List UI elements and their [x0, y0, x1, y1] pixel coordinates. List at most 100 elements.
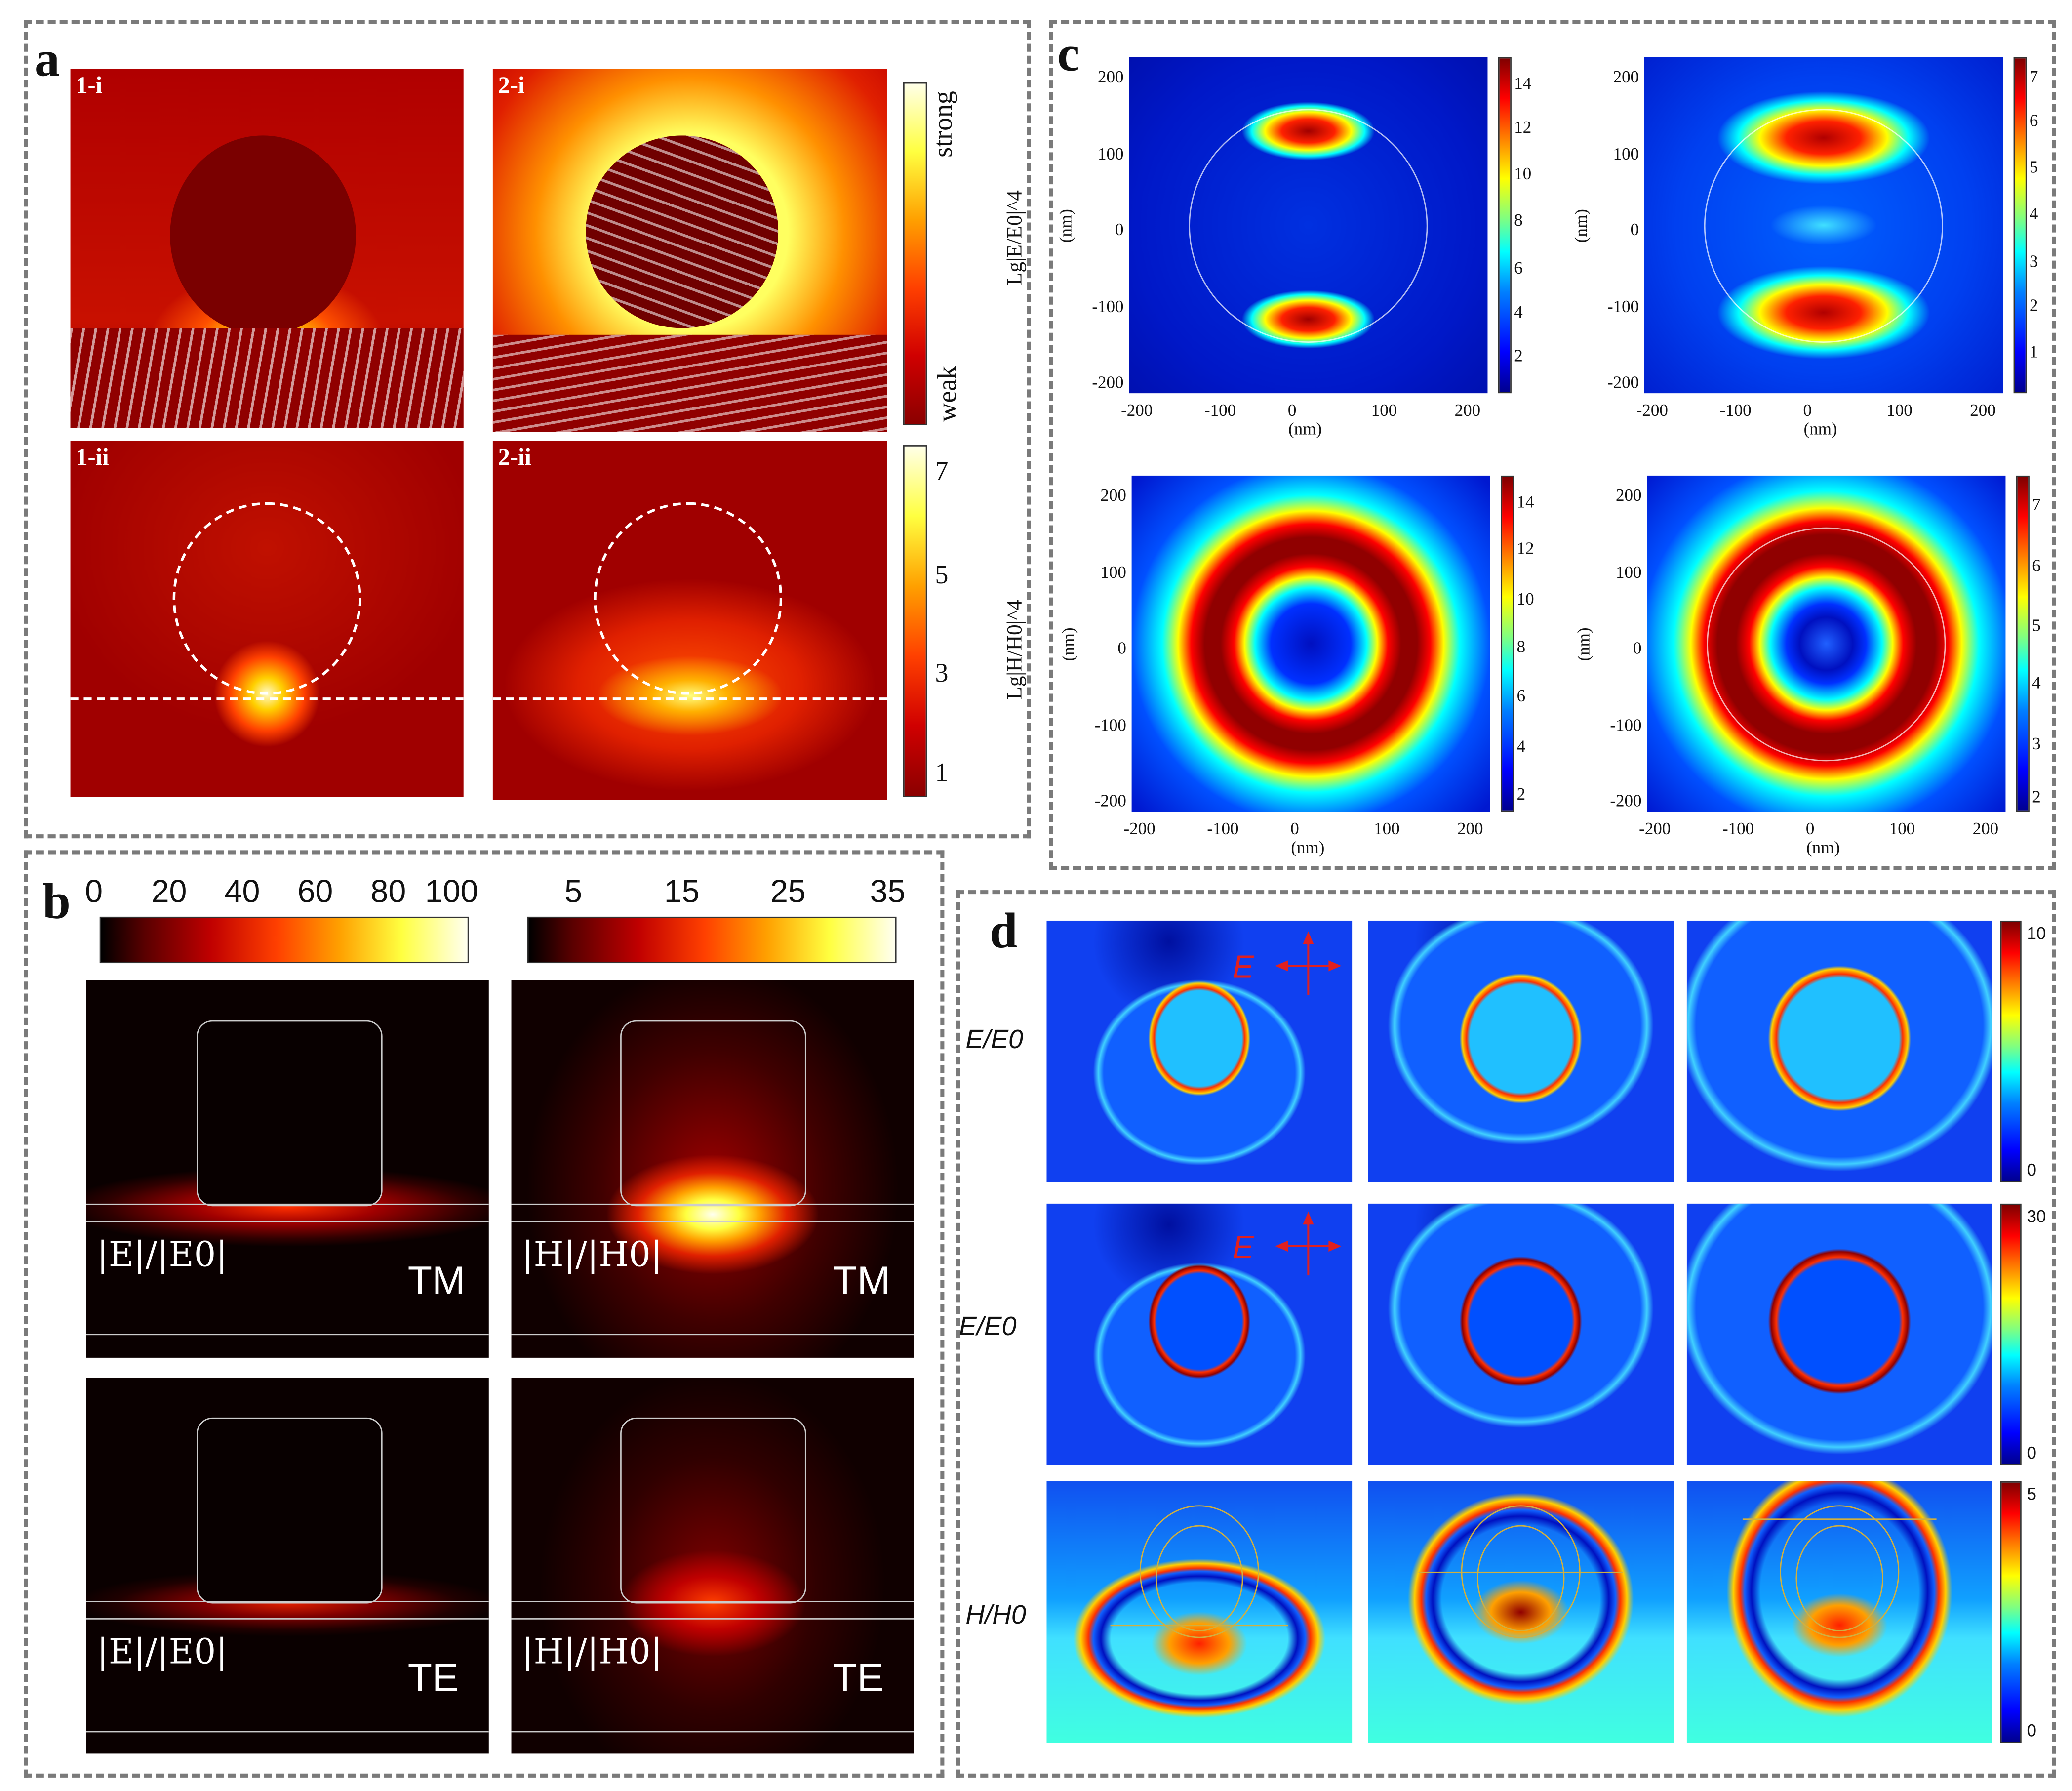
spacer-lines — [511, 1203, 914, 1222]
numerator: |H| — [522, 1632, 576, 1673]
x-axis-label: (nm) — [1806, 837, 1840, 857]
colorbar-tick: 100 — [425, 874, 478, 910]
y-tick-label: 0 — [1115, 219, 1124, 240]
colorbar — [2016, 475, 2030, 812]
panel-a-frame — [24, 20, 1031, 839]
x-tick-label: 100 — [1889, 818, 1915, 839]
field-map-c-top-right — [1644, 57, 2003, 394]
y-tick-label: -200 — [1607, 372, 1639, 392]
colorbar-tick: 8 — [1514, 210, 1523, 231]
field-map-d-r1-c2 — [1368, 920, 1674, 1182]
colorbar-tick: 5 — [935, 561, 949, 590]
mode-label: TE — [833, 1657, 884, 1701]
substrate-line — [1110, 1625, 1289, 1627]
particle-outline-outer — [1461, 1505, 1581, 1638]
colorbar-tick: 7 — [2029, 66, 2038, 86]
colorbar-tick: 35 — [870, 874, 906, 910]
particle — [586, 135, 779, 328]
y-tick-label: 100 — [1613, 143, 1639, 163]
spacer-lines — [86, 1203, 489, 1222]
x-tick-label: 100 — [1374, 818, 1400, 839]
map-b-e-te: |E|/|E0| TE — [86, 1378, 489, 1754]
particle-outline-outer — [1780, 1505, 1900, 1638]
y-axis-label: (nm) — [1055, 208, 1076, 242]
colorbar-tick: 6 — [2029, 109, 2038, 130]
colorbar — [2000, 920, 2022, 1182]
spacer-lines — [86, 1601, 489, 1620]
colorbar-tick: 60 — [297, 874, 333, 910]
substrate-vectors — [492, 334, 887, 432]
colorbar-tick: 10 — [1516, 588, 1534, 609]
x-axis-label: (nm) — [1288, 418, 1322, 439]
x-tick-label: 200 — [1972, 818, 1999, 839]
denominator: |H0| — [587, 1235, 663, 1276]
field-map-c-top-left — [1129, 57, 1488, 394]
colorbar-tick: 5 — [2029, 157, 2038, 177]
colorbar-a-bottom — [903, 445, 927, 797]
y-axis-label: (nm) — [1570, 208, 1591, 242]
colorbar-tick: 10 — [1514, 163, 1532, 184]
colorbar-tick: 5 — [2032, 615, 2041, 636]
x-tick-label: 0 — [1805, 818, 1815, 839]
substrate-line — [511, 1334, 914, 1336]
colorbar-tick: 2 — [2029, 294, 2038, 315]
particle-outline-inner — [1795, 1525, 1883, 1631]
colorbar-tick: 4 — [2029, 204, 2038, 224]
numerator: |E| — [97, 1235, 146, 1276]
y-tick-label: 100 — [1100, 561, 1126, 581]
colorbar-tick-min: 0 — [2027, 1720, 2036, 1741]
substrate-line — [492, 697, 887, 700]
y-tick-label: 100 — [1616, 561, 1642, 581]
colorbar-tick: 14 — [1514, 73, 1532, 93]
panel-c-label: c — [1057, 26, 1080, 82]
x-tick-label: 200 — [1454, 400, 1481, 420]
field-ratio-label: |H|/|H0| — [522, 1632, 663, 1673]
panel-b-frame — [24, 850, 945, 1778]
row-label-h: Lg|H/H0|^4 — [1004, 600, 1027, 700]
colorbar-tick: 7 — [935, 457, 949, 487]
particle-outline — [1707, 527, 1946, 761]
particle-outline-inner — [1476, 1525, 1565, 1631]
map-b-e-tm: |E|/|E0| TM — [86, 980, 489, 1358]
colorbar-tick: 6 — [1514, 257, 1523, 278]
sublabel: 1-i — [76, 72, 103, 99]
denominator: |H0| — [587, 1632, 663, 1673]
colorbar-tick: 3 — [2029, 250, 2038, 271]
particle-outline-inner — [1156, 1525, 1243, 1631]
colorbar-tick: 1 — [935, 758, 949, 788]
x-tick-label: -100 — [1719, 400, 1752, 420]
y-tick-label: -100 — [1610, 714, 1642, 734]
y-tick-label: -100 — [1094, 714, 1126, 734]
y-tick-label: 0 — [1630, 219, 1639, 240]
panel-b-label: b — [42, 874, 71, 930]
particle-outline — [197, 1417, 383, 1604]
sublabel: 2-ii — [498, 444, 531, 471]
panel-d-label: d — [989, 903, 1018, 959]
mode-label: TM — [407, 1259, 466, 1303]
substrate-line — [86, 1334, 489, 1336]
colorbar-tick: 0 — [85, 874, 103, 910]
substrate-line — [511, 1731, 914, 1733]
x-tick-label: -100 — [1204, 400, 1236, 420]
row-label-1: E/E0 — [965, 1025, 1024, 1055]
field-map-d-r2-c2 — [1368, 1203, 1674, 1465]
x-tick-label: -200 — [1639, 818, 1671, 839]
colorbar-tick: 12 — [1516, 538, 1534, 559]
x-axis-label: (nm) — [1291, 837, 1325, 857]
colorbar-tick-max: 10 — [2027, 923, 2046, 943]
colorbar-tick: 1 — [2029, 341, 2038, 362]
map-1-ii: 1-ii — [70, 441, 464, 797]
polarization-label: E — [1233, 950, 1254, 986]
colorbar-tick: 2 — [2032, 787, 2041, 807]
map-2-i: 2-i — [492, 69, 887, 432]
colorbar-tick: 2 — [1516, 783, 1526, 804]
y-tick-label: 200 — [1098, 66, 1124, 86]
numerator: |H| — [522, 1235, 576, 1276]
field-map-d-r1-c3 — [1686, 920, 1992, 1182]
colorbar-tick: 6 — [2032, 555, 2041, 575]
y-tick-label: 0 — [1633, 638, 1642, 658]
panel-c-frame — [1049, 20, 2056, 870]
polarization-arrows-icon — [1275, 1212, 1342, 1278]
row-label-2: E/E0 — [958, 1312, 1017, 1342]
